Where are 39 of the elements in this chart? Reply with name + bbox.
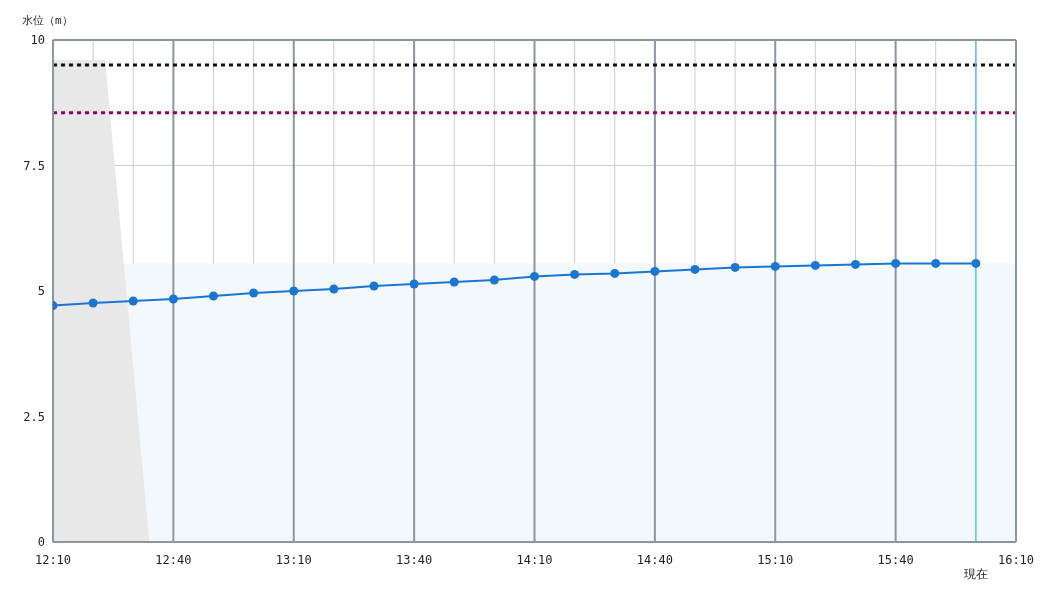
point xyxy=(208,291,218,301)
point xyxy=(891,258,901,268)
y-tick-label: 5 xyxy=(37,284,45,299)
point xyxy=(850,259,860,269)
point xyxy=(88,298,98,308)
x-tick-label: 13:10 xyxy=(275,553,312,567)
point xyxy=(369,281,379,291)
point xyxy=(810,260,820,270)
x-tick-label: 15:40 xyxy=(877,553,914,567)
point xyxy=(329,284,339,294)
point xyxy=(168,294,178,304)
x-tick-label: 12:10 xyxy=(34,553,72,567)
point xyxy=(971,258,981,268)
x-tick-label: 15:10 xyxy=(757,553,794,567)
x-tick-label: 16:10 xyxy=(997,553,1035,567)
point xyxy=(931,258,941,268)
point xyxy=(770,261,780,271)
point xyxy=(690,264,700,274)
y-axis-title: 水位（m） xyxy=(22,13,73,28)
point xyxy=(489,275,499,285)
point xyxy=(289,286,299,296)
y-tick-label: 7.5 xyxy=(23,158,45,173)
x-tick-label: 12:40 xyxy=(155,553,192,567)
x-tick-label: 14:10 xyxy=(516,553,553,567)
point xyxy=(650,266,660,276)
ref-line-label: 現在 xyxy=(963,567,988,581)
point xyxy=(409,279,419,289)
point xyxy=(570,269,580,279)
point xyxy=(610,268,620,278)
point xyxy=(530,271,539,281)
point xyxy=(449,277,459,287)
y-tick-label: 0 xyxy=(37,535,45,550)
y-tick-label: 10 xyxy=(30,33,45,48)
y-tick-label: 2.5 xyxy=(23,409,45,424)
point xyxy=(128,296,138,306)
x-tick-label: 14:40 xyxy=(636,553,673,567)
point xyxy=(730,262,740,272)
x-tick-label: 13:40 xyxy=(396,553,433,567)
point xyxy=(249,288,259,298)
